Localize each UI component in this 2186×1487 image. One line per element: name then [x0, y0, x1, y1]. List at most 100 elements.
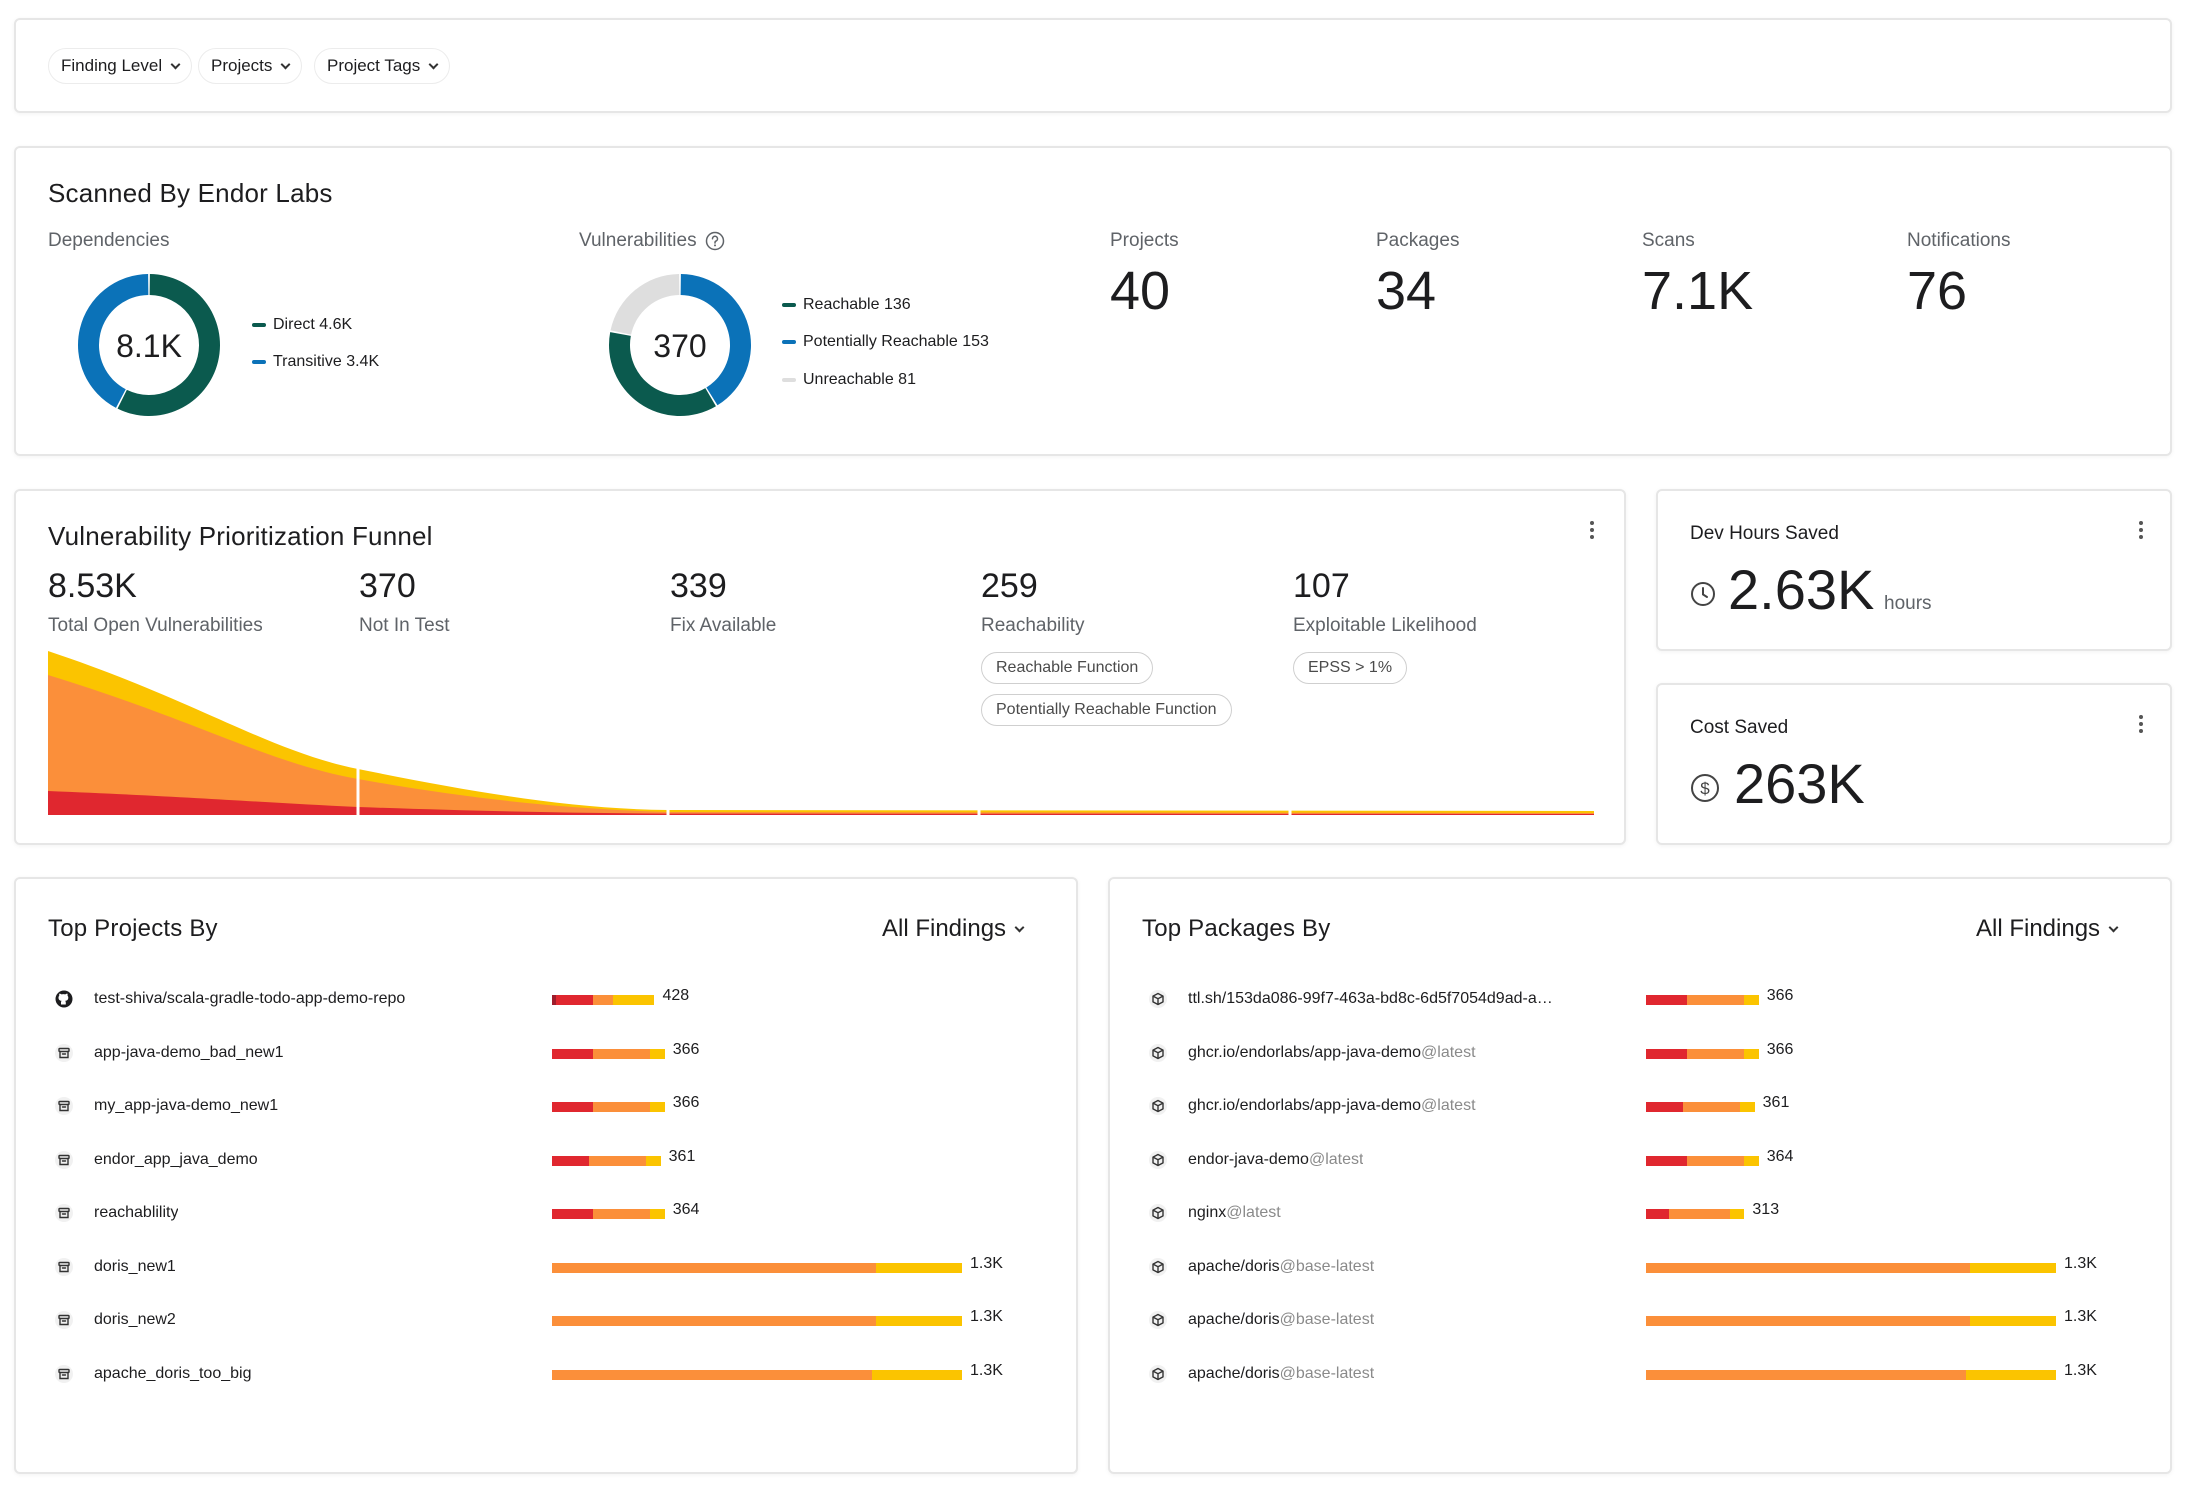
- severity-segment: [1668, 1209, 1731, 1219]
- chevron-down-icon: [428, 59, 439, 69]
- package-name[interactable]: ttl.sh/153da086-99f7-463a-bd8c-6d5f7054d…: [1188, 990, 1553, 1008]
- package-name-text: ghcr.io/endorlabs/app-java-demo: [1188, 1043, 1422, 1061]
- help-circle-icon[interactable]: [705, 231, 725, 251]
- finding-level-filter-label: Finding Level: [61, 56, 163, 75]
- package-row[interactable]: apache/doris@base-latest 1.3K: [1110, 1247, 2170, 1287]
- donut-segment[interactable]: [610, 274, 680, 335]
- project-count: 1.3K: [970, 1308, 1003, 1325]
- donut-segment[interactable]: [609, 332, 716, 416]
- package-row[interactable]: endor-java-demo@latest 364: [1110, 1140, 2170, 1180]
- package-severity-bar: [1646, 1262, 2056, 1273]
- dev-hours-unit: hours: [1884, 593, 1932, 614]
- project-name-text: doris_new1: [94, 1257, 176, 1275]
- top-packages-title: Top Packages By: [1142, 915, 1331, 942]
- legend-swatch: [252, 360, 266, 364]
- projects-filter[interactable]: Projects: [198, 48, 303, 84]
- donut-segment[interactable]: [680, 274, 751, 406]
- project-row[interactable]: endor_app_java_demo 361: [16, 1140, 1076, 1180]
- severity-segment: [1687, 1155, 1745, 1166]
- project-name-text: doris_new2: [94, 1311, 176, 1328]
- cost-saved-card: Cost Saved $ 263K: [1656, 683, 2172, 845]
- package-name[interactable]: endor-java-demo@latest: [1188, 1151, 1363, 1169]
- package-tag-suffix: @base-latest: [1279, 1364, 1375, 1382]
- project-name[interactable]: my_app-java-demo_new1: [94, 1097, 278, 1115]
- top-projects-title: Top Projects By: [48, 915, 218, 942]
- project-name[interactable]: reachablility: [94, 1204, 178, 1222]
- severity-segment: [1744, 995, 1759, 1005]
- project-row[interactable]: apache_doris_too_big 1.3K: [16, 1354, 1076, 1394]
- vulnerabilities-total: 370: [653, 328, 706, 364]
- epss-pill[interactable]: EPSS > 1%: [1293, 652, 1408, 684]
- severity-segment: [1744, 1048, 1759, 1059]
- funnel-more-icon[interactable]: [1589, 521, 1595, 543]
- package-row[interactable]: nginx@latest 313: [1110, 1193, 2170, 1233]
- package-row[interactable]: apache/doris@base-latest 1.3K: [1110, 1300, 2170, 1340]
- funnel-exploitable-value: 107: [1293, 567, 1350, 605]
- reachable-function-pill[interactable]: Reachable Function: [981, 652, 1154, 684]
- dev-hours-more-icon[interactable]: [2138, 521, 2144, 543]
- project-name[interactable]: test-shiva/scala-gradle-todo-app-demo-re…: [94, 990, 405, 1008]
- package-row[interactable]: ttl.sh/153da086-99f7-463a-bd8c-6d5f7054d…: [1110, 979, 2170, 1019]
- cost-saved-more-icon[interactable]: [2138, 715, 2144, 737]
- package-name-text: nginx: [1188, 1204, 1227, 1221]
- package-severity-bar: [1646, 1048, 1759, 1059]
- severity-segment: [552, 1155, 589, 1166]
- package-name-text: ttl.sh/153da086-99f7-463a-bd8c-6d5f7054d…: [1188, 990, 1553, 1007]
- project-name[interactable]: app-java-demo_bad_new1: [94, 1044, 283, 1062]
- cube-icon: [1148, 1043, 1168, 1063]
- donut-segment[interactable]: [117, 274, 220, 416]
- funnel-reachability-value: 259: [981, 567, 1038, 605]
- package-box-icon: [54, 1364, 74, 1384]
- severity-segment: [1744, 1155, 1759, 1166]
- legend-reachable-label: Reachable 136: [803, 296, 911, 313]
- cube-icon: [1148, 1310, 1168, 1330]
- package-name[interactable]: apache/doris@base-latest: [1188, 1258, 1374, 1276]
- package-name[interactable]: apache/doris@base-latest: [1188, 1311, 1374, 1329]
- severity-segment: [552, 1048, 593, 1059]
- project-name[interactable]: doris_new2: [94, 1311, 176, 1329]
- project-name[interactable]: doris_new1: [94, 1258, 176, 1276]
- package-name[interactable]: apache/doris@base-latest: [1188, 1365, 1374, 1383]
- funnel-exploitable-label: Exploitable Likelihood: [1293, 615, 1477, 636]
- funnel-total-label: Total Open Vulnerabilities: [48, 615, 263, 636]
- package-row[interactable]: ghcr.io/endorlabs/app-java-demo@latest 36…: [1110, 1086, 2170, 1126]
- top-projects-findings-select[interactable]: All Findings: [882, 915, 1025, 943]
- potentially-reachable-function-pill[interactable]: Potentially Reachable Function: [981, 694, 1232, 726]
- project-row[interactable]: reachablility 364: [16, 1193, 1076, 1233]
- funnel-title: Vulnerability Prioritization Funnel: [48, 521, 433, 551]
- package-severity-bar: [1646, 995, 1759, 1005]
- severity-segment: [552, 1102, 593, 1112]
- project-count: 364: [672, 1201, 700, 1218]
- vulnerabilities-donut[interactable]: 370: [597, 262, 763, 428]
- scans-stat-label: Scans: [1642, 230, 1695, 251]
- project-row[interactable]: doris_new2 1.3K: [16, 1300, 1076, 1340]
- package-name[interactable]: ghcr.io/endorlabs/app-java-demo@latest: [1188, 1097, 1476, 1115]
- finding-level-filter[interactable]: Finding Level: [48, 48, 193, 84]
- dependencies-donut[interactable]: 8.1K: [66, 262, 232, 428]
- project-row[interactable]: doris_new1 1.3K: [16, 1247, 1076, 1287]
- project-name[interactable]: apache_doris_too_big: [94, 1365, 251, 1383]
- project-tags-filter[interactable]: Project Tags: [314, 48, 451, 84]
- funnel-area-chart[interactable]: [48, 651, 1594, 826]
- severity-segment: [613, 995, 655, 1005]
- donut-segment[interactable]: [78, 274, 149, 408]
- legend-direct-label: Direct 4.6K: [273, 316, 353, 333]
- project-name[interactable]: endor_app_java_demo: [94, 1151, 258, 1169]
- package-row[interactable]: ghcr.io/endorlabs/app-java-demo@latest 36…: [1110, 1033, 2170, 1073]
- severity-segment: [1646, 995, 1687, 1005]
- package-severity-bar: [1646, 1209, 1745, 1219]
- project-severity-bar: [552, 1369, 962, 1380]
- funnel-high-area: [48, 675, 1594, 815]
- project-row[interactable]: app-java-demo_bad_new1 366: [16, 1033, 1076, 1073]
- scans-stat-value: 7.1K: [1642, 261, 1754, 321]
- top-packages-findings-select[interactable]: All Findings: [1976, 915, 2119, 943]
- cost-saved-title: Cost Saved: [1690, 717, 1789, 738]
- package-box-icon: [54, 1310, 74, 1330]
- package-row[interactable]: apache/doris@base-latest 1.3K: [1110, 1354, 2170, 1394]
- funnel-card: Vulnerability Prioritization Funnel 8.53…: [14, 489, 1626, 845]
- package-name[interactable]: ghcr.io/endorlabs/app-java-demo@latest: [1188, 1044, 1476, 1062]
- severity-segment: [593, 1209, 651, 1219]
- project-row[interactable]: my_app-java-demo_new1 366: [16, 1086, 1076, 1126]
- package-name[interactable]: nginx@latest: [1188, 1204, 1281, 1222]
- project-row[interactable]: test-shiva/scala-gradle-todo-app-demo-re…: [16, 979, 1076, 1019]
